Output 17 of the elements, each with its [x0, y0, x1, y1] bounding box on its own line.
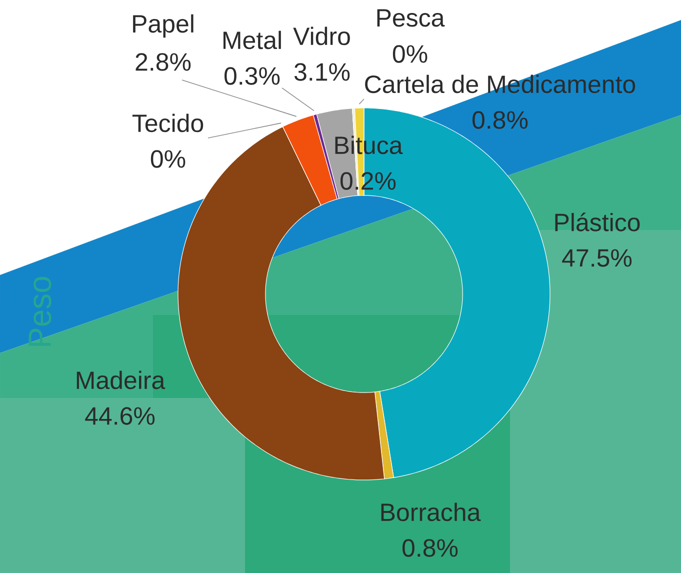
- slice-label: Madeira: [76, 370, 166, 390]
- category-label: Tecido: [132, 114, 204, 132]
- slice-label: Metal: [223, 30, 281, 50]
- category-label: Pesca: [377, 9, 445, 27]
- data-label: 0.8%: [402, 539, 458, 557]
- data-label: 44.6%: [85, 407, 155, 425]
- slice-label: Vidro: [293, 26, 350, 46]
- slice-label: Papel: [133, 14, 194, 38]
- text: 0%: [150, 150, 186, 168]
- slice-label: Borracha: [381, 502, 481, 522]
- data-label: 2.8%: [136, 53, 191, 71]
- data-label: 3.1%: [294, 63, 350, 81]
- data-label: 47.5%: [562, 249, 632, 267]
- slice-label: Plástico: [555, 212, 640, 232]
- text: 0%: [392, 45, 428, 63]
- data-label: 0.8%: [472, 111, 528, 129]
- data-label: 0.3%: [224, 67, 280, 85]
